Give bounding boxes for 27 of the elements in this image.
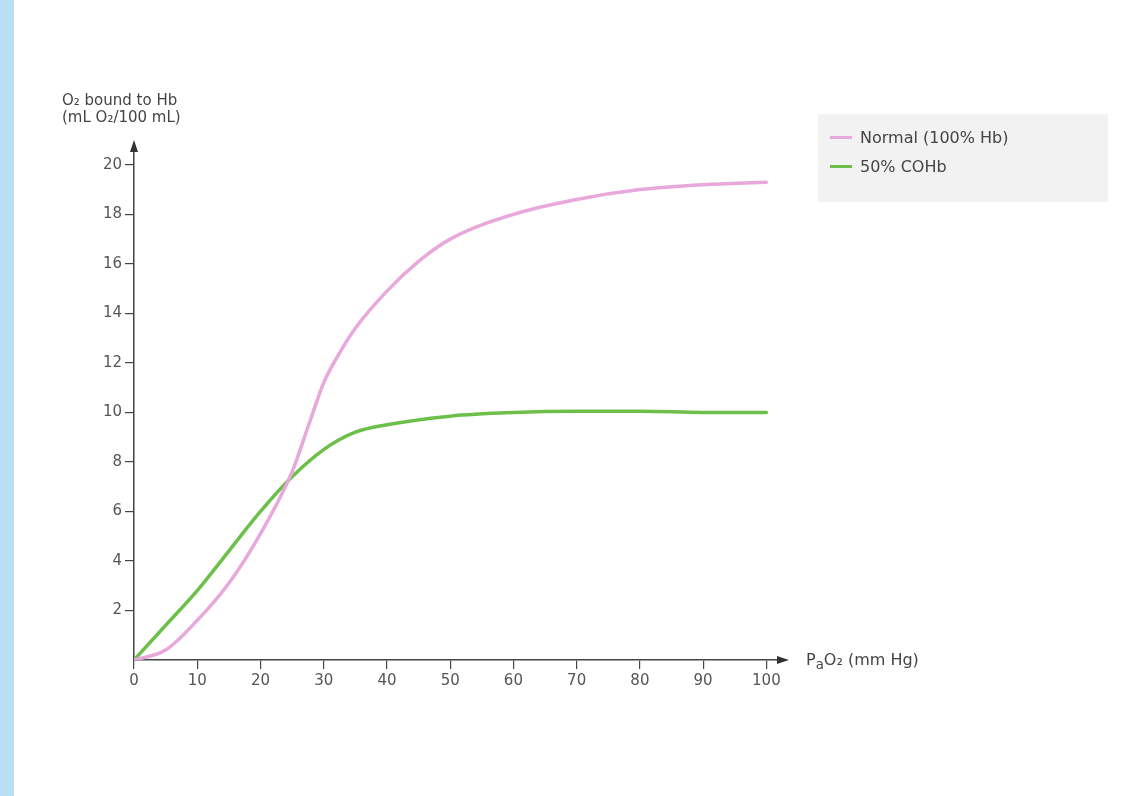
y-tick-label: 12 [102,352,122,371]
x-tick-label: 0 [129,670,139,689]
x-tick-label: 90 [693,670,713,689]
y-tick-label: 14 [102,303,122,322]
y-tick-label: 8 [112,451,122,470]
y-tick-label: 2 [112,600,122,619]
legend-label: 50% COHb [860,157,947,176]
y-tick-label: 10 [102,402,122,421]
x-tick-label: 100 [752,670,781,689]
y-tick-label: 18 [102,204,122,223]
y-tick-label: 20 [102,154,122,173]
y-tick-label: 16 [102,253,122,272]
x-tick-label: 30 [314,670,334,689]
y-tick-label: 6 [112,501,122,520]
line-series [134,409,769,660]
y-tick-label: 4 [112,550,122,569]
y-axis-title: O₂ bound to Hb (mL O₂/100 mL) [62,91,182,126]
x-tick-label: 50 [440,670,460,689]
x-tick-label: 60 [503,670,523,689]
legend-label: Normal (100% Hb) [860,128,1009,147]
x-tick-label: 20 [250,670,271,689]
x-axis-title: P$_{a}$O₂ (mm Hg) [806,650,919,673]
line-series [134,180,769,660]
x-tick-label: 40 [377,670,397,689]
x-tick-label: 10 [187,670,207,689]
x-tick-label: 80 [630,670,650,689]
x-tick-label: 70 [567,670,587,689]
